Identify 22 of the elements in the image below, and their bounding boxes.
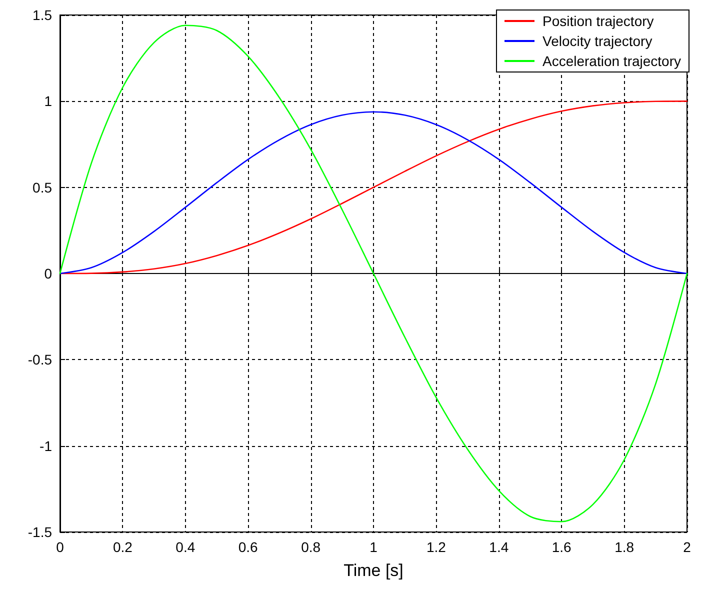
y-tick-label: -1 [40, 438, 52, 454]
x-axis-title: Time [s] [344, 561, 404, 580]
x-tick-label: 1 [370, 539, 378, 555]
x-tick-label: 2 [683, 539, 692, 555]
y-tick-label: 0.5 [32, 179, 52, 196]
x-tick-label: 0.8 [301, 539, 321, 555]
x-tick-label: 0 [56, 539, 64, 555]
x-tick-label: 1.4 [489, 539, 509, 555]
legend-label: Acceleration trajectory [542, 53, 682, 69]
legend-label: Position trajectory [542, 13, 654, 29]
legend-label: Velocity trajectory [542, 33, 652, 49]
x-tick-label: 1.8 [614, 539, 634, 555]
y-tick-label: -1.5 [28, 524, 52, 540]
y-tick-label: 1.5 [32, 7, 52, 23]
x-tick-label: 1.2 [426, 539, 446, 555]
y-tick-label: 1 [44, 93, 52, 110]
x-tick-label: 0.4 [176, 539, 196, 555]
x-tick-label: 0.6 [238, 539, 258, 555]
y-tick-label: -0.5 [28, 352, 52, 368]
x-tick-label: 1.6 [552, 539, 572, 555]
y-tick-label: 0 [44, 266, 52, 282]
x-tick-label: 0.2 [112, 539, 133, 555]
